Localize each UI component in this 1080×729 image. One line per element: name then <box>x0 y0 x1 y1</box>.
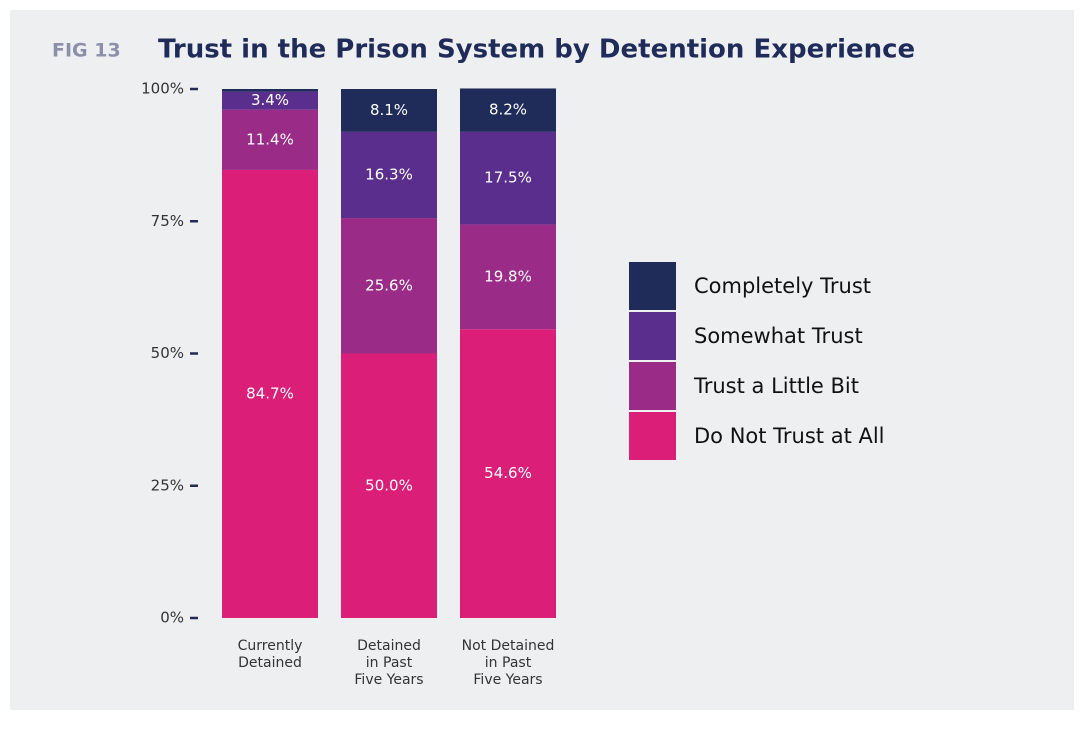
y-tick-label: 50% <box>151 344 184 362</box>
legend-label: Somewhat Trust <box>694 324 863 348</box>
bar-segment <box>222 169 318 618</box>
bar-segment <box>341 353 437 618</box>
bar-segment <box>460 88 556 132</box>
legend-swatch <box>629 262 676 310</box>
bar-segment <box>460 329 556 618</box>
legend-label: Do Not Trust at All <box>694 424 885 448</box>
y-tick-label: 100% <box>141 80 184 98</box>
y-tick-label: 25% <box>151 476 184 494</box>
data-label: 50.0% <box>365 476 413 494</box>
fig-label: FIG 13 <box>52 40 121 62</box>
bar-segment <box>222 109 318 170</box>
bar-segment <box>341 89 437 132</box>
data-label: 16.3% <box>365 165 413 183</box>
x-tick-label: Detained in Past Five Years <box>354 638 424 688</box>
bar-segment <box>222 91 318 110</box>
legend-swatch <box>629 312 676 360</box>
bar-segment <box>460 131 556 225</box>
data-label: 54.6% <box>484 464 532 482</box>
legend-swatch <box>629 362 676 410</box>
bar-segment <box>341 131 437 219</box>
bar-segment <box>341 218 437 354</box>
data-label: 19.8% <box>484 267 532 285</box>
bar-segment <box>460 224 556 330</box>
chart-title: Trust in the Prison System by Detention … <box>158 35 915 65</box>
data-label: 3.4% <box>251 91 289 109</box>
data-label: 8.1% <box>370 101 408 119</box>
data-label: 84.7% <box>246 384 294 402</box>
data-label: 25.6% <box>365 276 413 294</box>
x-tick-label: Not Detained in Past Five Years <box>461 638 555 688</box>
legend-label: Completely Trust <box>694 274 871 298</box>
legend-swatch <box>629 412 676 460</box>
data-label: 8.2% <box>489 101 527 119</box>
data-label: 11.4% <box>246 130 294 148</box>
bar-segment <box>222 89 318 92</box>
legend-label: Trust a Little Bit <box>693 374 859 398</box>
y-tick-label: 0% <box>160 609 184 627</box>
y-tick-label: 75% <box>151 212 184 230</box>
data-label: 17.5% <box>484 169 532 187</box>
x-tick-label: Currently Detained <box>237 638 303 671</box>
